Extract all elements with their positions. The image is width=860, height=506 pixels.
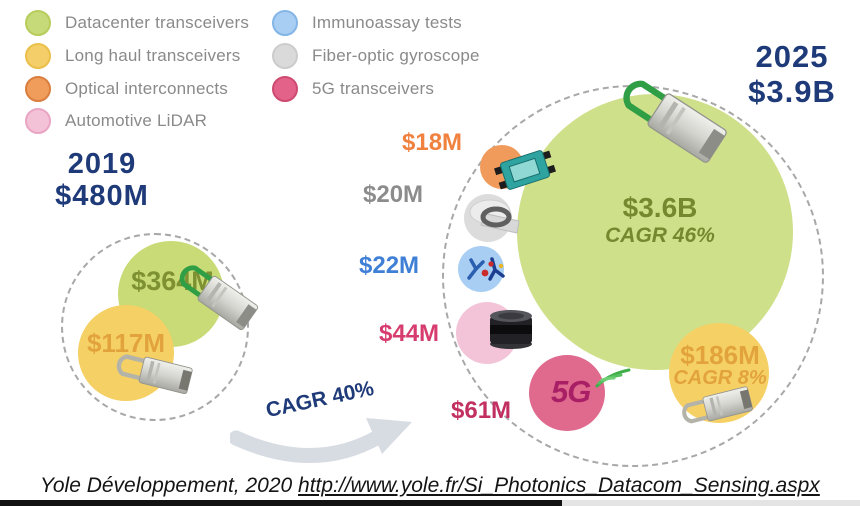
market-circle-2019	[61, 233, 249, 421]
total-2025: 2025 $3.9B	[726, 39, 858, 109]
immunoassay-antibodies-icon	[467, 257, 505, 281]
year-2019-label: 2019	[67, 148, 137, 180]
legend-item-automotive-lidar: Automotive LiDAR	[25, 108, 207, 134]
value-automotive-lidar: $44M	[379, 320, 440, 347]
legend-item-5g-transceivers: 5G transceivers	[272, 76, 434, 102]
legend-label: Long haul transceivers	[65, 46, 241, 65]
legend-dot-yellow-icon	[25, 43, 51, 69]
bubble-2025-datacenter	[517, 94, 793, 370]
legend-item-fiber-optic-gyroscope: Fiber-optic gyroscope	[272, 43, 480, 69]
bubble-2019-long-haul-value: $117M	[86, 328, 166, 358]
bubble-2025-5g-transceivers	[529, 355, 605, 431]
legend-item-optical-interconnects: Optical interconnects	[25, 76, 228, 102]
legend-label: Optical interconnects	[65, 79, 228, 98]
source-citation-text: Yole Développement, 2020	[40, 474, 299, 497]
legend-label: 5G transceivers	[312, 79, 435, 98]
bubble-2025-datacenter-value: $3.6B	[622, 192, 698, 223]
legend-dot-orange-icon	[25, 76, 51, 102]
5g-logo-leaves-icon	[595, 368, 631, 388]
legend-dot-magenta-icon	[272, 76, 298, 102]
bubble-2025-datacenter-cagr: CAGR 46%	[605, 224, 715, 247]
legend-dot-pink-icon	[25, 108, 51, 134]
total-2025-value: $3.9B	[748, 73, 836, 109]
bottom-bar-dark	[0, 500, 562, 506]
source-citation: Yole Développement, 2020 http://www.yole…	[40, 474, 820, 498]
5g-logo-text: 5G	[551, 374, 591, 409]
lidar-sensor-icon	[490, 310, 532, 349]
growth-arrow-icon	[230, 418, 412, 463]
legend-dot-gray-icon	[272, 43, 298, 69]
year-2025-label: 2025	[755, 39, 829, 74]
legend-label: Automotive LiDAR	[65, 111, 208, 130]
total-2019: 2019 $480M	[28, 148, 176, 213]
legend-item-long-haul-transceivers: Long haul transceivers	[25, 43, 240, 69]
source-citation-link[interactable]: http://www.yole.fr/Si_Photonics_Datacom_…	[298, 474, 820, 497]
bottom-bar-light	[562, 500, 860, 506]
legend-dot-green-icon	[25, 10, 51, 36]
value-5g-transceivers: $61M	[451, 397, 512, 424]
fiber-optic-gyroscope-icon	[469, 199, 520, 234]
legend-item-datacenter-transceivers: Datacenter transceivers	[25, 10, 249, 36]
bubble-2025-long-haul-value: $186M	[680, 340, 760, 370]
value-fiber-optic-gyroscope: $20M	[363, 181, 424, 208]
bubble-2025-long-haul-cagr: CAGR 8%	[673, 367, 767, 389]
legend-dot-blue-icon	[272, 10, 298, 36]
legend-label: Fiber-optic gyroscope	[312, 46, 480, 65]
value-optical-interconnects: $18M	[402, 129, 463, 156]
total-2019-value: $480M	[55, 180, 149, 213]
legend-label: Datacenter transceivers	[65, 13, 250, 32]
legend-label: Immunoassay tests	[312, 13, 462, 32]
optical-interconnect-chip-icon	[494, 150, 556, 190]
5g-logo: 5G	[551, 368, 631, 410]
legend-item-immunoassay-tests: Immunoassay tests	[272, 10, 462, 36]
value-immunoassay-tests: $22M	[359, 252, 420, 279]
